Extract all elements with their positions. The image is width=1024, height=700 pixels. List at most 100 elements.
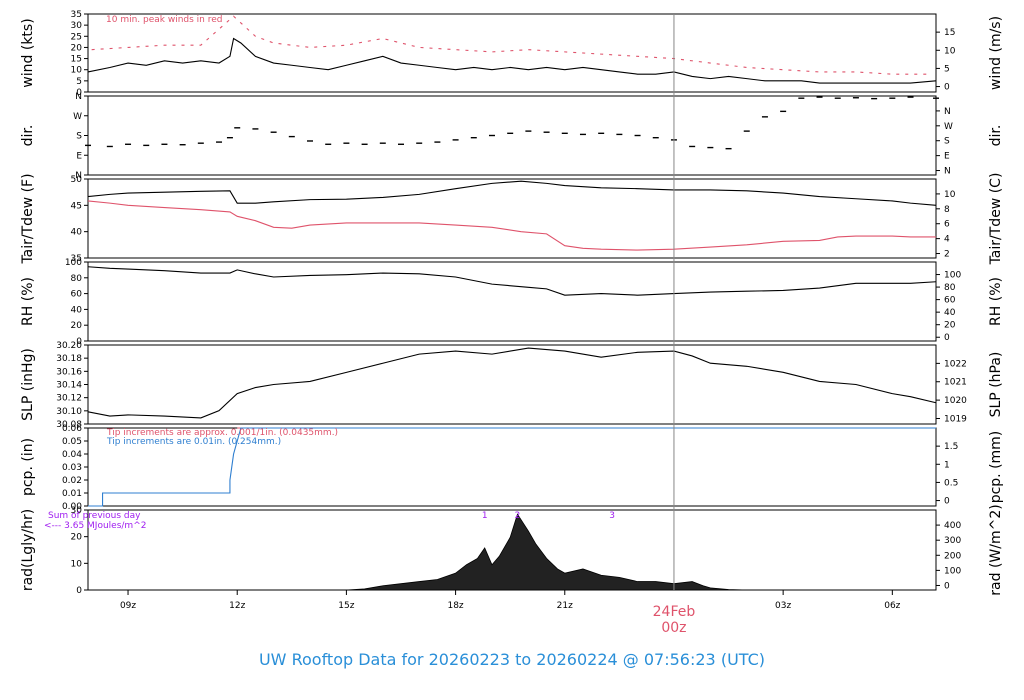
wind-left-tick-label: 35 [71, 10, 82, 20]
footer-title: UW Rooftop Data for 20260223 to 20260224… [259, 650, 765, 669]
wind-left-tick-label: 0 [76, 88, 82, 98]
pcp-left-tick-label: 0.01 [62, 489, 82, 499]
rh-left-tick-label: 80 [71, 274, 83, 284]
pcp-right-tick-label: 0.5 [944, 478, 958, 488]
x-tick-label: 18z [447, 601, 463, 611]
pcp-annotation-2: Tip increments are 0.01in. (0.254mm.) [106, 437, 281, 447]
rad-right-tick-label: 100 [944, 566, 961, 576]
rh-right-tick-label: 100 [944, 271, 961, 281]
dir-right-tick-label: W [944, 122, 953, 132]
rh-left-tick-label: 60 [71, 290, 83, 300]
wind-right-tick-label: 0 [944, 83, 950, 93]
x-tick-label: 12z [229, 601, 245, 611]
pcp-right-tick-label: 0 [944, 497, 950, 507]
temp-right-axis-title: Tair/Tdew (C) [988, 173, 1004, 266]
dir-right-tick-label: E [944, 152, 950, 162]
temp-left-tick-label: 50 [71, 175, 83, 185]
wind-series-1 [91, 15, 929, 75]
pcp-right-axis-title: pcp. (mm) [988, 431, 1004, 504]
pcp-left-axis-title: pcp. (in) [20, 438, 36, 496]
x-tick-label: 09z [120, 601, 136, 611]
rh-right-tick-label: 40 [944, 308, 956, 318]
pcp-left-tick-label: 0.03 [62, 463, 82, 473]
wind-left-tick-label: 5 [76, 77, 82, 87]
wind-left-tick-label: 15 [71, 55, 82, 65]
rad-right-tick-label: 0 [944, 581, 950, 591]
pcp-right-tick-label: 1 [944, 460, 950, 470]
rh-left-tick-label: 40 [71, 305, 83, 315]
x-tick-label: 03z [775, 601, 791, 611]
slp-left-tick-label: 30.20 [56, 341, 82, 351]
temp-right-tick-label: 8 [944, 205, 950, 215]
rad-right-axis-title: rad (W/m^2) [988, 504, 1004, 595]
rh-right-tick-label: 20 [944, 321, 956, 331]
pcp-left-tick-label: 0.02 [62, 476, 82, 486]
dir-right-tick-label: N [944, 167, 951, 177]
rh-right-axis-title: RH (%) [988, 277, 1004, 326]
slp-series-0 [87, 347, 937, 419]
wind-left-tick-label: 30 [71, 21, 83, 31]
rad-right-tick-label: 300 [944, 536, 961, 546]
date-label: 24Feb [653, 604, 696, 620]
wind-right-tick-label: 15 [944, 28, 955, 38]
wind-right-tick-label: 10 [944, 46, 956, 56]
temp-right-tick-label: 10 [944, 190, 956, 200]
midnight-label: 00z [661, 620, 686, 636]
temp-right-tick-label: 2 [944, 250, 950, 260]
temp-right-tick-label: 4 [944, 235, 950, 245]
slp-left-tick-label: 30.14 [56, 381, 82, 391]
slp-left-tick-label: 30.12 [56, 394, 82, 404]
rh-left-tick-label: 0 [76, 337, 82, 347]
pcp-series-1 [88, 427, 936, 507]
dir-right-tick-label: N [944, 107, 951, 117]
dir-left-tick-label: W [73, 112, 82, 122]
temp-right-tick-label: 6 [944, 220, 950, 230]
wind-left-tick-label: 20 [71, 43, 83, 53]
dir-right-tick-label: S [944, 137, 950, 147]
wind-left-tick-label: 10 [71, 66, 83, 76]
rad-marker-2: 2 [515, 511, 521, 521]
wind-left-tick-label: 25 [71, 32, 82, 42]
wind-left-axis-title: wind (kts) [20, 18, 36, 87]
pcp-right-tick-label: 1.5 [944, 442, 958, 452]
pcp-left-tick-label: 0.04 [62, 450, 82, 460]
temp-left-axis-title: Tair/Tdew (F) [20, 173, 36, 264]
slp-left-tick-label: 30.10 [56, 407, 82, 417]
rad-left-tick-label: 30 [71, 506, 83, 516]
rad-right-tick-label: 400 [944, 521, 961, 531]
dir-frame [87, 95, 937, 176]
dir-left-tick-label: N [75, 171, 82, 181]
rad-left-tick-label: 20 [71, 533, 83, 543]
pcp-left-tick-label: 0.05 [62, 437, 82, 447]
temp-series-0 [87, 180, 937, 206]
wind-frame [87, 13, 937, 93]
dir-left-axis-title: dir. [20, 125, 36, 147]
x-tick-label: 21z [557, 601, 573, 611]
pcp-left-tick-label: 0.06 [62, 424, 82, 434]
rad-left-tick-label: 10 [71, 559, 83, 569]
slp-left-tick-label: 30.18 [56, 354, 82, 364]
temp-frame [87, 178, 937, 259]
rh-right-tick-label: 60 [944, 296, 956, 306]
wind-right-tick-label: 5 [944, 64, 950, 74]
rh-frame [87, 261, 937, 342]
slp-right-tick-label: 1022 [944, 359, 967, 369]
rh-series-0 [87, 266, 937, 296]
slp-right-tick-label: 1020 [944, 396, 967, 406]
slp-right-axis-title: SLP (hPa) [988, 352, 1004, 418]
rh-left-tick-label: 100 [65, 258, 82, 268]
dir-right-axis-title: dir. [988, 125, 1004, 147]
slp-left-tick-label: 30.08 [56, 420, 82, 430]
x-tick-label: 15z [338, 601, 354, 611]
dir-left-tick-label: N [75, 92, 82, 102]
x-tick-label: 06z [884, 601, 900, 611]
rh-right-tick-label: 0 [944, 333, 950, 343]
rad-marker-1: 1 [482, 511, 488, 521]
slp-left-tick-label: 30.16 [56, 367, 82, 377]
temp-left-tick-label: 45 [71, 201, 82, 211]
dir-left-tick-label: S [76, 132, 82, 142]
wind-series-0 [87, 37, 937, 84]
dir-left-tick-label: E [76, 151, 82, 161]
slp-right-tick-label: 1019 [944, 414, 967, 424]
